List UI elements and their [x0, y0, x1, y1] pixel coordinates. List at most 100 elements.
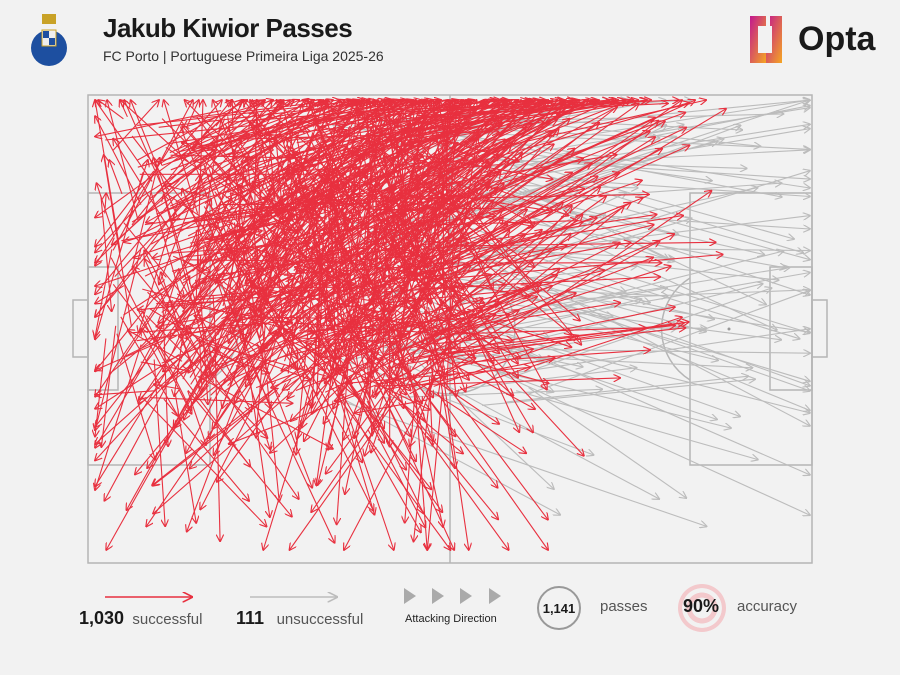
successful-pass-arrow	[294, 322, 439, 333]
unsuccessful-pass-arrow	[514, 329, 810, 374]
unsuccessful-pass-arrow	[340, 400, 707, 527]
successful-count: 1,030	[79, 608, 125, 628]
successful-pass-arrow	[161, 100, 354, 167]
successful-pass-arrow	[210, 178, 283, 280]
successful-pass-arrow	[298, 100, 324, 183]
successful-pass-arrow	[212, 238, 223, 250]
successful-pass-arrow	[166, 300, 229, 305]
successful-pass-arrow	[337, 384, 394, 550]
successful-pass-arrow	[185, 100, 239, 155]
successful-pass-arrow	[164, 185, 208, 198]
successful-pass-arrow	[297, 123, 471, 201]
successful-pass-arrow	[133, 267, 170, 312]
successful-pass-arrow	[150, 190, 184, 309]
successful-pass-arrow	[266, 127, 343, 137]
successful-pass-arrow	[158, 100, 392, 128]
successful-pass-arrow	[164, 195, 215, 383]
successful-pass-arrow	[139, 266, 270, 400]
successful-pass-arrow	[230, 171, 367, 368]
right-penalty-arc	[660, 277, 691, 381]
successful-pass-arrow	[317, 222, 535, 386]
unsuccessful-pass-arrow	[528, 387, 687, 499]
unsuccessful-pass-arrow	[527, 283, 811, 386]
successful-pass-arrow	[329, 100, 414, 188]
successful-pass-arrow	[374, 228, 422, 278]
successful-pass-arrow	[298, 135, 439, 246]
successful-pass-arrow	[318, 100, 439, 263]
unsuccessful-pass-arrow	[504, 157, 795, 239]
unsuccessful-pass-arrow	[429, 323, 717, 420]
successful-pass-arrow	[446, 220, 454, 389]
successful-pass-arrow	[299, 155, 392, 230]
successful-pass-arrow	[263, 389, 313, 550]
successful-pass-arrow	[430, 377, 499, 424]
successful-pass-arrow	[412, 156, 415, 194]
successful-pass-arrow	[266, 112, 338, 141]
successful-pass-arrow	[406, 362, 443, 528]
successful-pass-arrow	[256, 100, 324, 159]
successful-pass-arrow	[281, 100, 491, 192]
successful-pass-arrow	[349, 100, 475, 142]
successful-pass-arrow	[405, 358, 555, 389]
successful-pass-arrow	[231, 193, 232, 194]
successful-pass-arrow	[120, 100, 189, 163]
successful-pass-arrow	[161, 118, 269, 226]
successful-pass-arrow	[420, 216, 683, 259]
successful-pass-arrow	[368, 100, 394, 165]
successful-pass-arrow	[399, 118, 655, 235]
successful-pass-arrow	[220, 100, 391, 157]
successful-pass-arrow	[211, 100, 333, 145]
successful-pass-arrow	[350, 330, 375, 332]
successful-pass-arrow	[252, 100, 268, 163]
direction-arrow-icon	[404, 588, 416, 604]
successful-pass-arrow	[238, 100, 280, 134]
successful-pass-arrow	[445, 255, 723, 280]
successful-pass-arrow	[437, 284, 455, 395]
successful-pass-arrow	[244, 100, 291, 163]
right-penalty-box	[689, 192, 813, 466]
successful-pass-arrow	[107, 100, 139, 222]
attacking-direction-arrows	[404, 588, 501, 604]
successful-pass-arrow	[113, 139, 170, 229]
successful-pass-arrow	[209, 141, 294, 231]
successful-pass-arrow	[338, 324, 384, 429]
page-subtitle: FC Porto | Portuguese Primeira Liga 2025…	[103, 48, 384, 64]
successful-pass-arrow	[139, 202, 179, 333]
successful-pass-arrow	[95, 138, 231, 317]
successful-pass-arrow	[390, 373, 459, 390]
fc-porto-crest-logo	[31, 14, 67, 66]
successful-pass-arrow	[207, 332, 252, 382]
successful-pass-arrow	[197, 144, 238, 287]
successful-pass-arrow	[397, 100, 485, 211]
successful-pass-arrow	[369, 260, 432, 316]
unsuccessful-pass-arrow	[502, 348, 810, 353]
successful-pass-arrow	[227, 100, 500, 124]
passes-label: passes	[600, 598, 648, 615]
opta-logo-text: Opta	[798, 20, 876, 58]
successful-pass-arrow	[274, 238, 284, 338]
successful-pass-arrow	[417, 100, 484, 183]
successful-pass-arrow	[344, 378, 435, 551]
successful-pass-arrow	[419, 154, 439, 243]
successful-pass-arrow	[425, 328, 645, 336]
successful-pass-arrow	[404, 246, 567, 277]
successful-pass-arrow	[335, 372, 407, 401]
successful-pass-arrow	[174, 333, 184, 397]
successful-pass-arrow	[325, 315, 423, 514]
successful-pass-arrow	[351, 322, 409, 357]
successful-pass-arrow	[219, 188, 274, 264]
successful-pass-arrow	[207, 166, 259, 295]
unsuccessful-pass-arrow	[402, 137, 677, 239]
successful-pass-arrow	[296, 275, 314, 455]
successful-pass-arrow	[141, 396, 267, 526]
unsuccessful-pass-arrow	[408, 270, 810, 332]
successful-pass-arrow	[430, 358, 435, 382]
successful-pass-arrow	[432, 337, 496, 345]
successful-pass-arrow	[351, 341, 498, 520]
right-goal	[811, 299, 828, 358]
unsuccessful-pass-arrow	[467, 216, 810, 259]
successful-label: successful	[132, 611, 203, 628]
successful-pass-arrow	[202, 117, 446, 184]
successful-pass-arrow	[422, 149, 539, 292]
successful-pass-arrow	[396, 100, 521, 197]
